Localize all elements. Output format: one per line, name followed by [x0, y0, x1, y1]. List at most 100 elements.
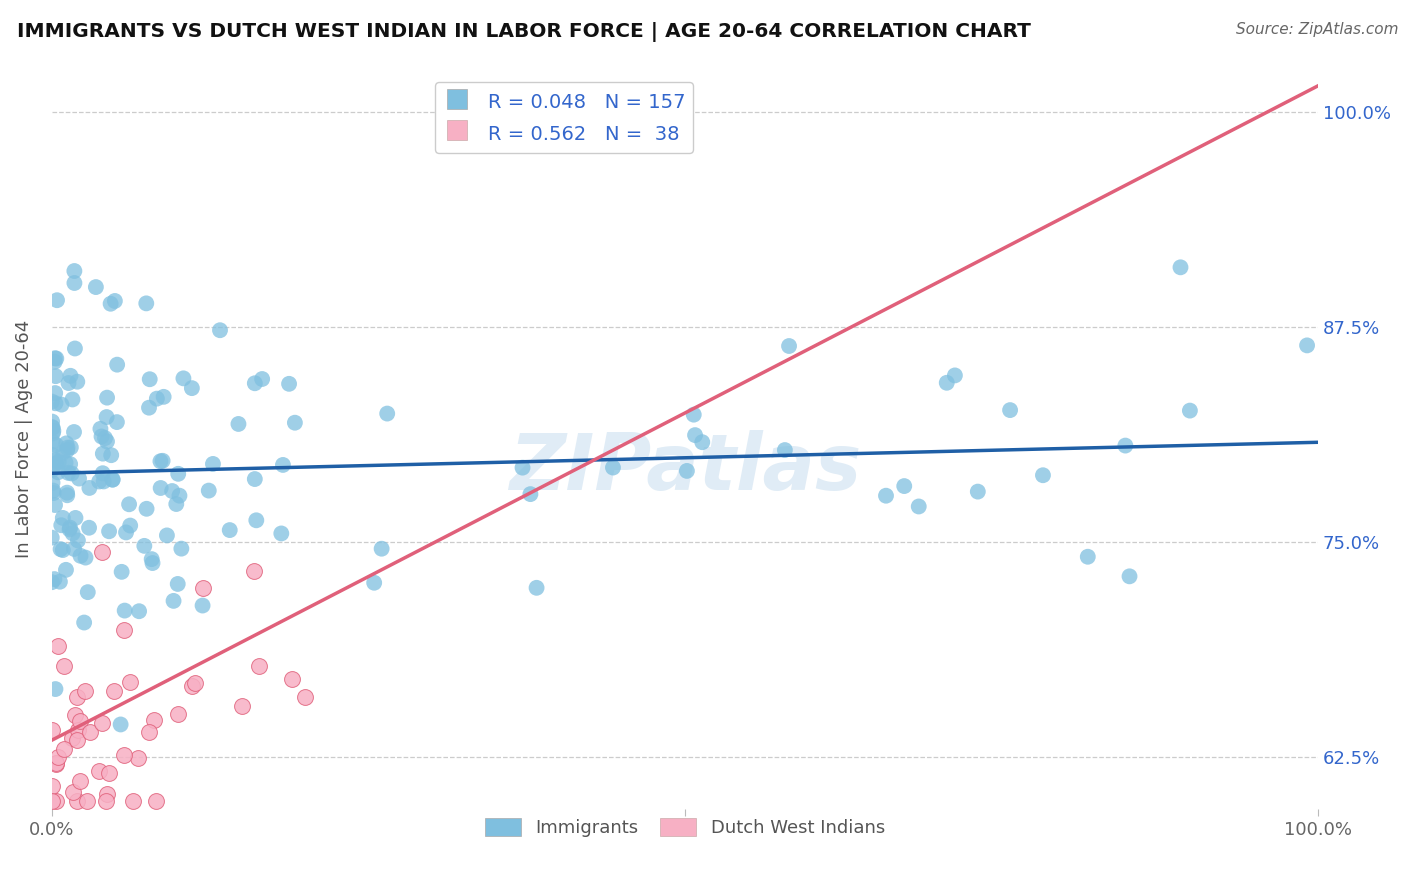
Point: [145, 793, 167, 807]
Point: [1077, 549, 1099, 564]
Point: [59, 457, 82, 471]
Point: [191, 581, 214, 595]
Point: [41, 531, 63, 545]
Point: [66, 733, 89, 747]
Point: [160, 483, 183, 498]
Point: [89, 475, 111, 489]
Point: [44, 681, 66, 696]
Point: [112, 623, 135, 637]
Point: [91, 447, 114, 461]
Text: IMMIGRANTS VS DUTCH WEST INDIAN IN LABOR FORCE | AGE 20-64 CORRELATION CHART: IMMIGRANTS VS DUTCH WEST INDIAN IN LABOR…: [17, 22, 1031, 42]
Point: [270, 526, 292, 541]
Point: [58, 376, 80, 390]
Point: [271, 458, 294, 472]
Point: [79, 724, 101, 739]
Point: [60, 467, 83, 481]
Point: [45, 369, 67, 384]
Text: ZIPatlas: ZIPatlas: [509, 431, 860, 507]
Point: [998, 403, 1021, 417]
Point: [45, 756, 67, 771]
Point: [96, 787, 118, 801]
Point: [284, 416, 307, 430]
Point: [111, 565, 134, 579]
Point: [87, 764, 110, 778]
Point: [62, 785, 84, 799]
Point: [935, 376, 957, 390]
Point: [42, 486, 65, 500]
Point: [105, 358, 128, 372]
Point: [243, 564, 266, 578]
Point: [44, 572, 66, 586]
Point: [66, 793, 89, 807]
Point: [375, 407, 398, 421]
Point: [245, 513, 267, 527]
Point: [51, 398, 73, 412]
Point: [167, 707, 190, 722]
Point: [73, 615, 96, 630]
Point: [53, 742, 76, 756]
Point: [49, 542, 72, 557]
Point: [58, 523, 80, 537]
Point: [44, 351, 66, 366]
Point: [69, 773, 91, 788]
Point: [1118, 569, 1140, 583]
Point: [105, 415, 128, 429]
Point: [118, 674, 141, 689]
Point: [135, 501, 157, 516]
Point: [63, 276, 86, 290]
Point: [65, 511, 87, 525]
Point: [778, 339, 800, 353]
Point: [41, 415, 63, 429]
Point: [52, 445, 75, 459]
Point: [62, 526, 84, 541]
Point: [250, 372, 273, 386]
Point: [60, 731, 83, 745]
Point: [156, 528, 179, 542]
Point: [512, 460, 534, 475]
Point: [93, 475, 115, 489]
Point: [73, 684, 96, 698]
Point: [152, 390, 174, 404]
Point: [875, 489, 897, 503]
Point: [59, 368, 82, 383]
Point: [45, 457, 67, 471]
Point: [96, 434, 118, 449]
Point: [41, 448, 63, 462]
Point: [66, 533, 89, 548]
Point: [66, 690, 89, 704]
Point: [281, 672, 304, 686]
Point: [44, 453, 66, 467]
Point: [46, 750, 69, 764]
Point: [41, 779, 63, 793]
Point: [52, 511, 75, 525]
Point: [48, 455, 70, 469]
Point: [62, 392, 84, 407]
Point: [138, 401, 160, 415]
Point: [55, 563, 77, 577]
Point: [44, 355, 66, 369]
Point: [56, 441, 79, 455]
Point: [94, 793, 117, 807]
Point: [191, 599, 214, 613]
Point: [42, 483, 65, 498]
Point: [143, 714, 166, 728]
Point: [128, 604, 150, 618]
Point: [84, 280, 107, 294]
Point: [79, 481, 101, 495]
Point: [180, 381, 202, 395]
Point: [683, 428, 706, 442]
Point: [141, 552, 163, 566]
Point: [55, 456, 77, 470]
Point: [893, 479, 915, 493]
Point: [100, 448, 122, 462]
Point: [76, 793, 98, 807]
Point: [96, 391, 118, 405]
Point: [90, 545, 112, 559]
Point: [66, 723, 89, 737]
Point: [44, 396, 66, 410]
Point: [69, 714, 91, 728]
Point: [56, 485, 79, 500]
Point: [231, 698, 253, 713]
Point: [112, 747, 135, 762]
Point: [100, 297, 122, 311]
